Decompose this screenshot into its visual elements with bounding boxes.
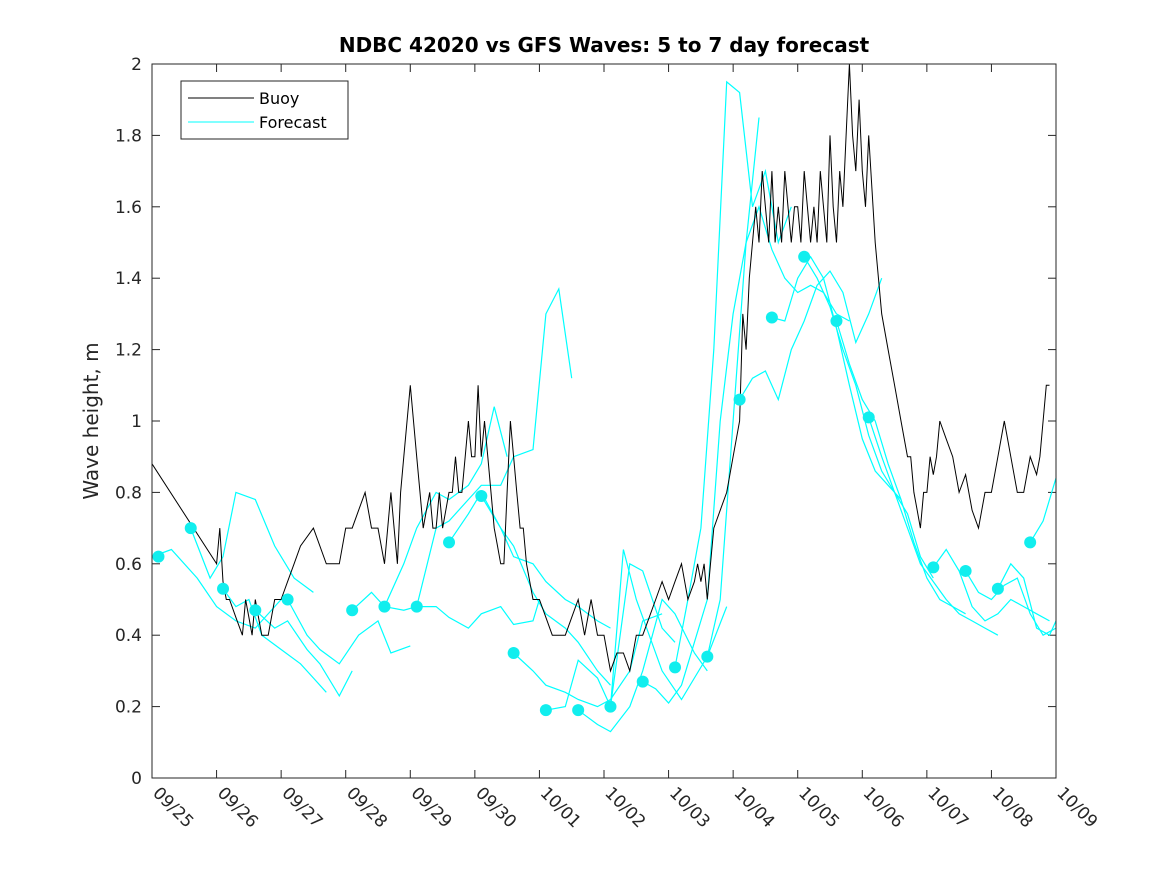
y-tick-labels: 0 0.2 0.4 0.6 0.8 1 1.2 1.4 1.6 1.8 2 [115,55,142,789]
y-tick-label: 1.8 [115,126,142,146]
y-tick-label: 0.2 [115,698,142,718]
forecast-line-24 [997,562,1056,637]
forecast-point [959,564,972,577]
forecast-point [572,704,585,717]
forecast-line-3 [254,609,353,698]
forecast-line-15 [674,80,792,668]
forecast-point [830,315,843,328]
legend: Buoy Forecast [180,80,349,140]
chart-title: NDBC 42020 vs GFS Waves: 5 to 7 day fore… [339,33,870,57]
forecast-point [636,675,649,688]
forecast-line-23 [965,570,1056,637]
forecast-line-13 [609,549,728,707]
forecast-line-21 [868,417,999,636]
y-tick-label: 0.4 [115,626,142,646]
forecast-line-22 [932,548,1050,622]
y-tick-label: 1 [131,412,142,432]
forecast-line-0 [152,548,282,629]
forecast-point [507,647,520,660]
forecast-point [927,561,940,574]
y-tick-label: 1.4 [115,269,142,289]
forecast-line-7 [416,286,573,607]
forecast-point [539,704,552,717]
forecast-point [217,582,230,595]
legend-buoy-label: Buoy [259,89,299,108]
forecast-line-4 [287,599,411,665]
forecast-point [281,593,294,606]
forecast-line-25 [1029,477,1056,543]
y-tick-label: 2 [131,55,142,75]
forecast-line-2 [222,588,327,693]
forecast-point [1024,536,1037,549]
forecast-point [669,661,682,674]
forecast-point [991,582,1004,595]
forecast-point [798,250,811,263]
forecast-point [475,489,488,502]
forecast-line-19 [803,256,934,579]
forecast-line-14 [642,117,760,704]
buoy-line [152,64,1050,673]
forecast-line-12 [577,598,708,733]
forecast-point [184,522,197,535]
y-tick-label: 1.2 [115,341,142,361]
y-axis-label: Wave height, m [79,342,103,499]
buoy-series-group [152,64,1050,673]
forecast-line-20 [835,320,966,615]
forecast-line-6 [383,406,508,607]
forecast-point [604,700,617,713]
forecast-point [443,536,456,549]
forecast-points-group [152,250,1037,717]
forecast-point [733,393,746,406]
y-tick-label: 0.6 [115,555,142,575]
forecast-point [249,604,262,617]
forecast-point [765,311,778,324]
forecast-point [410,600,423,613]
forecast-point [701,650,714,663]
y-tick-label: 1.6 [115,198,142,218]
forecast-line-10 [513,613,663,708]
forecast-point [346,604,359,617]
forecast-point [862,411,875,424]
y-tick-label: 0.8 [115,483,142,503]
plot-frame [151,63,1057,779]
y-tick-label: 0 [131,769,142,789]
forecast-point [378,600,391,613]
forecast-line-17 [739,270,883,402]
forecast-point [152,550,165,563]
legend-forecast-label: Forecast [259,113,327,132]
legend-box [180,80,349,140]
